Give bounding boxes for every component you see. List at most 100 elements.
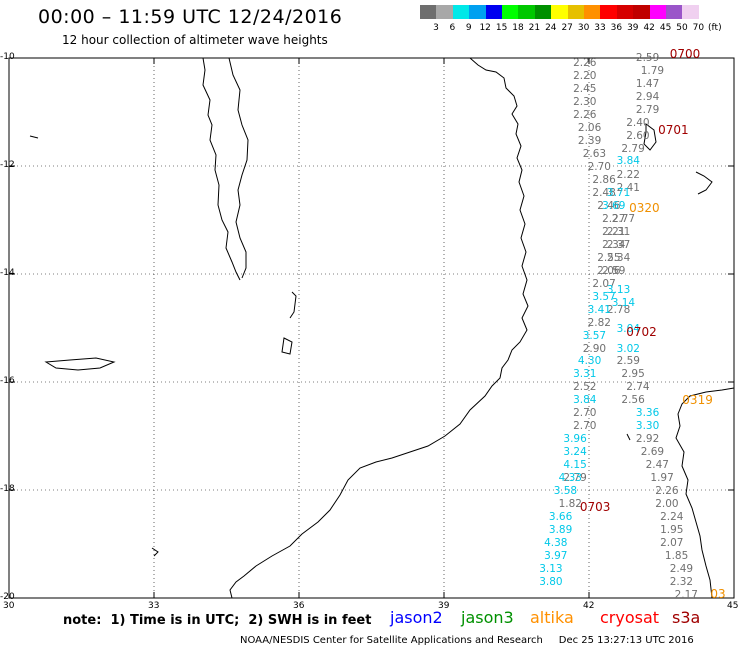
wave-value-jason3: 1.97	[650, 472, 674, 485]
wave-value-jason3: 2.20	[573, 70, 597, 83]
lon-label-45: 45	[727, 601, 739, 611]
wave-value-jason3: 2.40	[626, 116, 650, 129]
map-frame	[8, 57, 735, 599]
lon-label-33: 33	[148, 601, 160, 611]
coastal-islet-a	[29, 135, 39, 139]
wave-value-jason3: 2.60	[626, 129, 650, 142]
colorbar-swatch	[469, 5, 486, 19]
colorbar-label: 3	[433, 23, 439, 33]
wave-value-jason3: 2.07	[592, 277, 616, 290]
colorbar-label: 30	[577, 23, 590, 33]
lat-label-12: -12	[0, 160, 15, 170]
wave-value-jason3: 1.82	[558, 498, 582, 511]
wave-value-jason3: 2.17	[674, 588, 698, 601]
colorbar-swatch	[567, 5, 584, 19]
wave-value-jason2: 3.30	[635, 420, 660, 433]
wave-value-jason3: 2.63	[582, 148, 607, 161]
colorbar-label: 18	[512, 23, 524, 33]
wave-value-jason3: 2.70	[573, 420, 597, 433]
wave-value-jason3: 2.55	[597, 251, 621, 264]
wave-value-jason3: 2.79	[621, 142, 645, 155]
colorbar-label: 45	[659, 23, 672, 33]
colorbar-label: 70	[692, 23, 705, 33]
wave-value-jason2: 3.80	[539, 575, 563, 588]
coastal-islet-c	[626, 433, 631, 441]
wave-value-jason2: 3.66	[548, 511, 573, 523]
wave-value-jason3: 2.77	[611, 212, 636, 225]
small-lake-a	[281, 337, 293, 355]
colorbar-swatch	[649, 5, 666, 19]
coastlines	[29, 57, 735, 599]
wave-value-jason3: 2.70	[587, 161, 611, 174]
lat-label-16: -16	[0, 376, 15, 386]
legend-jason3: jason3	[461, 608, 514, 627]
orbit-rev-label: 0700	[669, 46, 701, 61]
wave-value-jason3: 2.34	[602, 238, 626, 251]
lake-malawi-west-shore	[202, 57, 241, 281]
madagascar-coast	[675, 387, 735, 599]
wave-value-jason2: 3.71	[606, 187, 631, 199]
colorbar-label: 21	[528, 23, 541, 33]
wave-value-jason2: 3.41	[587, 303, 611, 316]
wave-value-jason3: 2.37	[606, 238, 631, 251]
gridlines	[9, 58, 734, 598]
wave-value-jason2: 3.04	[616, 323, 640, 336]
colorbar-label: 6	[449, 23, 456, 33]
wave-value-jason3: 2.48	[592, 187, 616, 199]
colorbar-label: 24	[545, 23, 557, 33]
colorbar-swatch	[600, 5, 617, 19]
colorbar-swatch	[551, 5, 568, 19]
page-subtitle: 12 hour collection of altimeter wave hei…	[62, 33, 328, 47]
wave-value-jason2: 3.13	[606, 284, 631, 297]
wave-value-jason3: 2.30	[573, 96, 597, 109]
colorbar-swatch	[534, 5, 552, 19]
colorbar-swatch	[420, 5, 437, 19]
colorbar-label: 42	[643, 23, 655, 33]
wave-value-jason3: 2.41	[616, 181, 640, 194]
colorbar-swatch	[584, 5, 601, 19]
lon-label-36: 36	[293, 601, 305, 611]
lat-label-20: -20	[0, 592, 15, 602]
credit-line: NOAA/NESDIS Center for Satellite Applica…	[240, 635, 694, 646]
wave-value-jason3: 2.95	[621, 368, 645, 381]
lat-label-14: -14	[0, 268, 15, 278]
wave-value-jason3: 2.56	[621, 394, 645, 407]
colorbar-swatch	[452, 5, 470, 19]
colorbar-label: (ft)	[708, 23, 722, 33]
footer-note: note: 1) Time is in UTC; 2) SWH is in fe…	[63, 613, 372, 628]
colorbar-swatch	[502, 5, 519, 19]
wave-value-jason3: 2.92	[635, 433, 660, 446]
wave-value-jason2: 3.69	[602, 199, 626, 212]
wave-value-jason3: 2.82	[587, 316, 611, 329]
wave-value-jason3: 2.69	[640, 446, 665, 459]
wave-value-jason3: 2.31	[606, 225, 631, 238]
wave-value-jason3: 2.06	[597, 264, 621, 277]
small-lake-b	[289, 291, 297, 319]
colorbar-swatch	[666, 5, 683, 19]
colorbar-swatch	[436, 5, 453, 19]
wave-value-jason3: 2.26	[573, 109, 597, 122]
orbit-rev-label: 0701	[658, 123, 689, 138]
wave-value-jason3: 2.78	[606, 303, 631, 316]
wave-value-jason3: 2.46	[597, 199, 621, 212]
colorbar-label: 39	[627, 23, 639, 33]
wave-value-jason3: 2.52	[573, 381, 597, 394]
wave-value-jason3: 1.85	[664, 549, 689, 562]
wave-value-jason2: 3.96	[563, 433, 587, 446]
orbit-rev-label: 0702	[626, 325, 657, 340]
wave-value-jason2: 3.13	[539, 562, 563, 575]
wave-value-jason3: 2.39	[577, 135, 602, 148]
lon-label-30: 30	[3, 601, 15, 611]
wave-value-jason3: 2.47	[645, 459, 669, 472]
wave-value-jason3: 2.07	[660, 536, 684, 549]
legend-s3a: s3a	[672, 608, 701, 627]
wave-value-jason2: 3.89	[548, 523, 573, 536]
wave-value-jason3: 2.79	[563, 472, 587, 485]
lake-tanganyika-tail	[44, 357, 116, 371]
legend-cryosat: cryosat	[600, 608, 660, 627]
wave-value-jason3: 2.59	[635, 52, 660, 64]
lat-label-10: -10	[0, 52, 15, 62]
wave-value-jason3: 2.79	[635, 103, 660, 116]
wave-value-jason3: 2.34	[606, 251, 631, 264]
